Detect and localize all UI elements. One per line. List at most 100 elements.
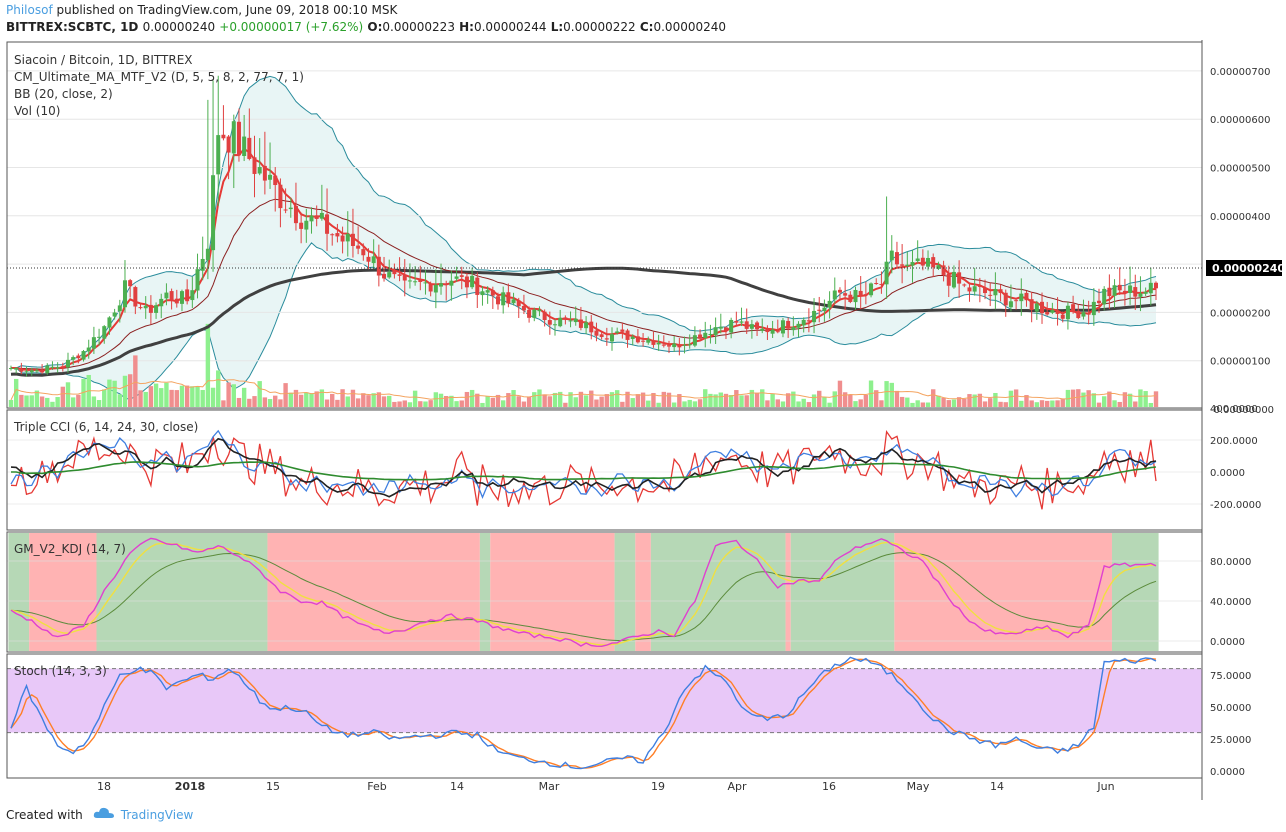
bb-fill (11, 76, 1156, 400)
candle-body (501, 292, 506, 306)
volume-bar (1044, 400, 1050, 407)
volume-bar (532, 392, 537, 407)
volume-bar (998, 401, 1003, 407)
x-tick-label: May (907, 780, 930, 793)
candle-body (1138, 293, 1143, 297)
candle-body (511, 299, 516, 304)
chart-title: Siacoin / Bitcoin, 1D, BITTREX (14, 53, 193, 67)
candle-body (91, 337, 96, 349)
kdj-zone (8, 533, 30, 651)
volume-bar (620, 401, 625, 407)
volume-bar (19, 394, 24, 407)
candle-body (537, 309, 542, 312)
candle-body (299, 222, 304, 229)
candle-body (268, 174, 273, 180)
candle-body (739, 321, 744, 323)
candle-body (1029, 299, 1034, 310)
candle-body (817, 309, 822, 311)
candle-body (444, 283, 449, 286)
kdj-zone (790, 533, 895, 651)
volume-bar (433, 392, 439, 407)
volume-bar (397, 401, 402, 407)
volume-bar (827, 402, 832, 407)
candle-body (205, 248, 210, 261)
volume-bar (936, 395, 941, 407)
candle-body (1071, 304, 1076, 312)
candle-body (397, 274, 402, 276)
volume-bar (806, 402, 812, 407)
volume-bar (60, 386, 66, 407)
candle-body (604, 338, 609, 340)
candle-body (454, 276, 459, 279)
author-link[interactable]: Philosof (6, 3, 53, 17)
candle-body (190, 290, 195, 301)
price-pane[interactable] (7, 70, 1202, 410)
volume-bar (630, 398, 635, 407)
tradingview-link[interactable]: TradingView (120, 807, 194, 822)
candle-body (1014, 300, 1019, 302)
candle-body (744, 321, 749, 329)
candle-body (335, 233, 340, 237)
candle-body (573, 318, 578, 323)
candle-body (71, 357, 76, 360)
stoch-title: Stoch (14, 3, 3) (14, 664, 107, 678)
candle-body (122, 280, 127, 308)
volume-bar (744, 395, 749, 407)
candle-body (262, 165, 267, 181)
volume-bar (599, 396, 604, 407)
volume-bar (589, 390, 594, 407)
cci-pane[interactable] (7, 407, 1202, 510)
candle-body (853, 289, 858, 303)
candle-body (786, 320, 791, 329)
volume-bar (661, 391, 667, 407)
candle-body (620, 329, 625, 332)
candle-body (806, 320, 811, 322)
volume-bar (646, 400, 651, 407)
legend-ma: CM_Ultimate_MA_MTF_V2 (D, 5, 5, 8, 2, 77… (14, 70, 304, 84)
chart-canvas[interactable]: 0.00000700 0.00000600 0.00000500 0.00000400… (0, 40, 1286, 800)
kdj-zone (894, 533, 1112, 651)
candle-body (713, 327, 718, 335)
volume-bar (609, 392, 615, 407)
volume-bar (138, 390, 143, 407)
volume-bar (905, 397, 910, 407)
volume-bar (863, 394, 869, 407)
volume-bar (50, 401, 55, 407)
candle-body (972, 286, 977, 292)
volume-bar (122, 375, 128, 407)
cci-black-line (10, 437, 1157, 498)
volume-bar (107, 379, 112, 407)
y-tick-label: 0.00000200 (1210, 308, 1270, 319)
volume-bar (547, 396, 553, 407)
volume-bar (102, 389, 107, 407)
price-badge-bg (1206, 260, 1282, 276)
volume-bar (785, 393, 791, 407)
volume-bar (899, 396, 905, 407)
kdj-zone (614, 533, 636, 651)
candle-body (874, 283, 879, 285)
candle-body (708, 333, 713, 335)
volume-bar (1112, 400, 1117, 407)
close-value: 0.00000240 (653, 20, 727, 34)
volume-bar (34, 390, 40, 407)
kdj-pane[interactable] (7, 533, 1202, 651)
candle-body (65, 359, 70, 368)
volume-bar (1024, 395, 1029, 407)
volume-bar (469, 389, 475, 407)
stoch-pane[interactable] (7, 656, 1202, 770)
volume-bar (1148, 402, 1154, 407)
volume-bar (853, 401, 858, 407)
candle-body (967, 287, 972, 292)
candle-body (1112, 285, 1117, 296)
candle-body (946, 273, 951, 286)
volume-bar (423, 401, 428, 407)
candle-body (915, 258, 920, 261)
candle-body (1050, 310, 1055, 313)
volume-bar (428, 400, 433, 407)
candle-body (169, 291, 174, 301)
candle-body (578, 319, 583, 328)
candle-body (439, 283, 444, 287)
candle-body (9, 368, 13, 370)
candle-body (910, 262, 915, 266)
candle-body (672, 343, 677, 348)
